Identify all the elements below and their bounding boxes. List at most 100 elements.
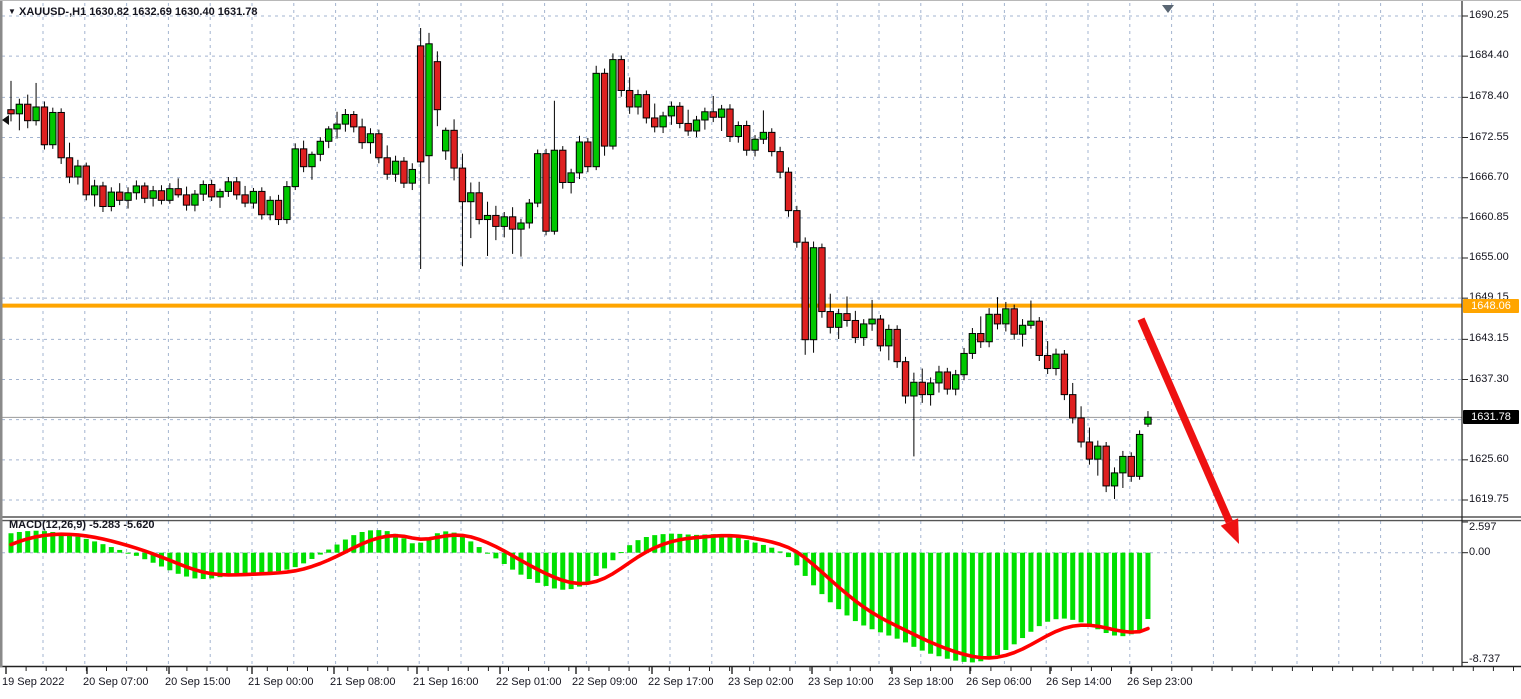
candle-bear — [1043, 354, 1052, 370]
candle-bull — [517, 222, 525, 230]
symbol-dropdown-icon[interactable]: ▼ — [8, 7, 16, 16]
macd-bar — [811, 552, 817, 586]
candle-bull — [283, 186, 291, 221]
macd-bar — [309, 552, 315, 559]
candle-bull — [926, 382, 935, 396]
candle-bull — [132, 185, 141, 194]
candle-bear — [651, 117, 659, 128]
candle-bull — [834, 313, 843, 328]
macd-bar — [209, 552, 215, 579]
candle-bull — [500, 216, 508, 227]
chart-shift-marker-icon[interactable] — [1162, 5, 1174, 13]
candle-bear — [274, 199, 283, 221]
window-left-edge — [0, 1, 3, 667]
candle-bear — [1010, 308, 1018, 335]
candle-bear — [726, 108, 734, 137]
macd-bar — [894, 552, 900, 639]
candle-bear — [584, 141, 592, 168]
candle-bull — [442, 129, 450, 152]
macd-bar — [384, 531, 390, 553]
price-axis-label: 1655.00 — [1469, 251, 1509, 263]
candle-bull — [249, 190, 258, 204]
macd-bar — [501, 552, 507, 564]
macd-bar — [903, 552, 909, 643]
candle-bear — [492, 214, 500, 227]
macd-bar — [200, 552, 206, 580]
macd-bar — [543, 552, 549, 586]
trend-arrow[interactable] — [1137, 317, 1233, 524]
candle-bull — [308, 153, 316, 168]
candle-bear — [416, 45, 425, 163]
macd-bar — [75, 536, 81, 553]
candle-bear — [993, 313, 1002, 325]
macd-bar — [50, 531, 56, 553]
time-axis-label: 22 Sep 17:00 — [648, 676, 714, 688]
candle-bear — [508, 216, 517, 230]
symbol-period-label: XAUUSD-,H1 — [18, 6, 87, 18]
macd-bar — [476, 547, 482, 553]
macd-bar — [836, 552, 842, 610]
macd-scale-label: 2.597 — [1469, 521, 1497, 533]
trend-arrow-head[interactable] — [1220, 518, 1239, 544]
macd-bar — [334, 544, 340, 553]
candle-bull — [32, 106, 40, 122]
candle-bear — [818, 247, 826, 313]
series-start-marker-icon — [2, 115, 9, 125]
candle-bull — [592, 72, 600, 168]
candle-bull — [525, 202, 534, 224]
candle-bull — [216, 190, 224, 198]
macd-bar — [610, 552, 616, 561]
macd-bar — [1053, 552, 1059, 620]
macd-bar — [794, 552, 800, 566]
macd-bar — [844, 552, 850, 616]
macd-bar — [409, 543, 415, 553]
candle-bear — [1085, 441, 1094, 460]
macd-bar — [928, 552, 934, 654]
time-axis-label: 22 Sep 09:00 — [572, 676, 638, 688]
macd-bar — [861, 552, 867, 626]
candle-bear — [258, 190, 266, 216]
candle-bull — [759, 131, 768, 140]
macd-bar — [1137, 552, 1143, 631]
candle-bear — [1077, 417, 1085, 443]
macd-bar — [108, 547, 114, 553]
macd-bar — [117, 549, 123, 553]
macd-bar — [158, 552, 164, 567]
macd-bar — [351, 535, 357, 553]
macd-indicator-label: MACD(12,26,9) -5.283 -5.620 — [9, 519, 155, 531]
macd-bar — [267, 552, 273, 573]
candle-bull — [467, 192, 475, 203]
macd-bar — [41, 531, 47, 553]
chart-title: ▼ XAUUSD-,H1 1630.82 1632.69 1630.40 163… — [8, 6, 258, 18]
macd-bar — [326, 549, 332, 553]
macd-bar — [150, 552, 156, 563]
candle-bear — [776, 151, 784, 173]
candle-bull — [90, 185, 99, 196]
macd-bar — [978, 552, 984, 662]
candle-bear — [182, 194, 191, 206]
candle-bear — [709, 111, 717, 118]
candle-bear — [1127, 455, 1135, 477]
candle-bull — [333, 123, 341, 130]
candle-bull — [49, 111, 57, 146]
macd-bar — [67, 534, 73, 553]
candle-bear — [793, 210, 801, 243]
macd-bar — [919, 552, 925, 651]
price-axis-label: 1666.70 — [1469, 170, 1509, 183]
candle-bear — [625, 89, 634, 108]
macd-bar — [969, 552, 975, 663]
candle-bull — [609, 59, 617, 147]
orange-line-price-tag[interactable]: 1648.06 — [1463, 298, 1519, 313]
candle-bear — [433, 61, 442, 111]
macd-bar — [1103, 552, 1109, 634]
macd-bar — [953, 552, 959, 661]
macd-bar — [735, 537, 741, 553]
candle-bull — [717, 108, 726, 118]
macd-bar — [702, 534, 708, 553]
candle-bull — [483, 214, 492, 221]
macd-bar — [643, 537, 649, 553]
candle-bull — [809, 247, 818, 341]
candle-bear — [742, 125, 751, 151]
